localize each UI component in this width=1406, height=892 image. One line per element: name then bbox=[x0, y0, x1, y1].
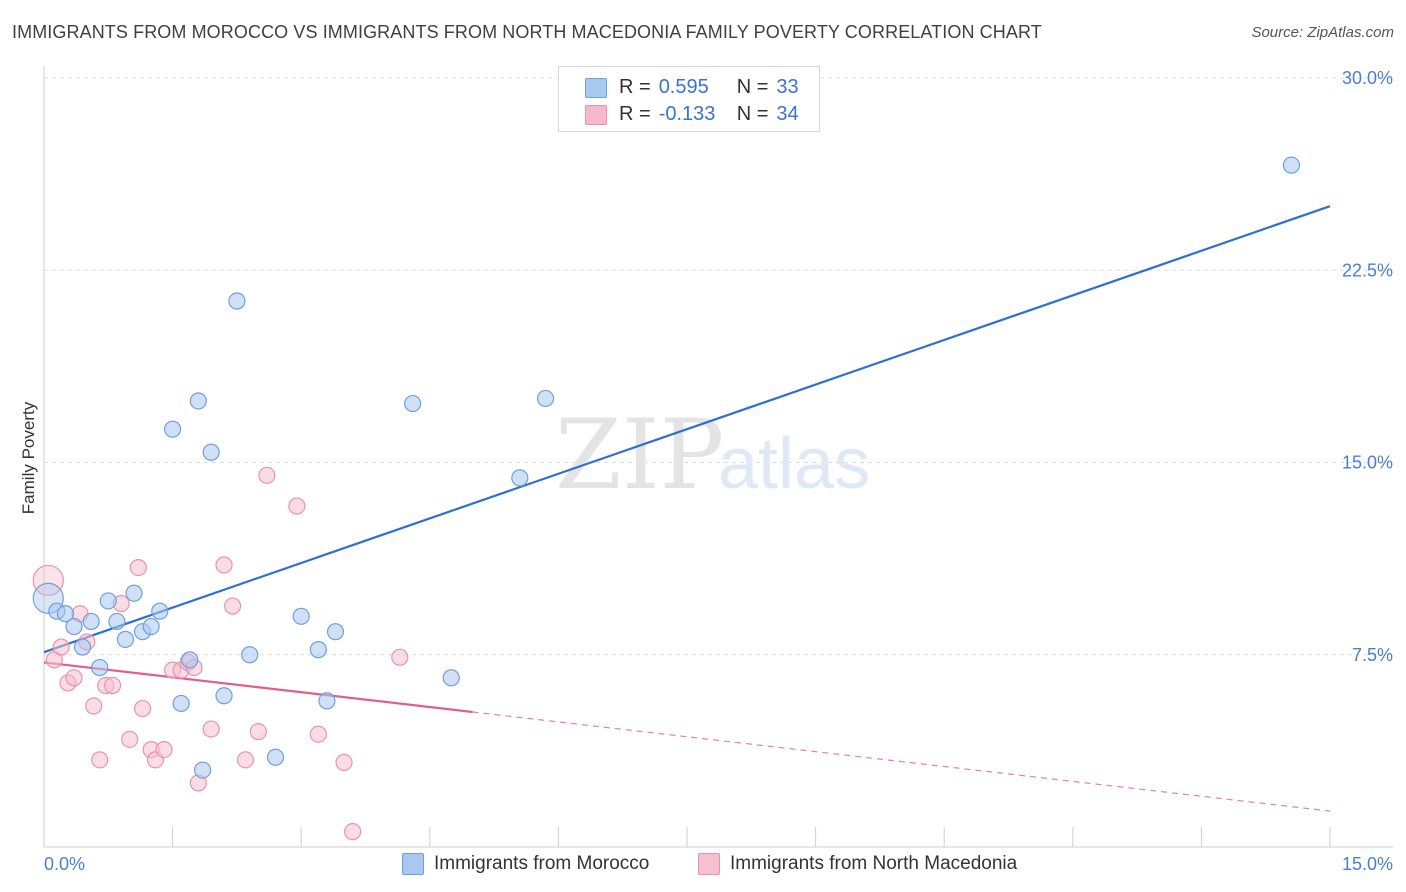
legend-r-label: R = bbox=[619, 75, 651, 98]
morocco-point bbox=[82, 612, 100, 631]
data-points bbox=[32, 156, 1301, 841]
morocco-point bbox=[91, 658, 109, 677]
morocco-point bbox=[99, 592, 117, 610]
morocco-point bbox=[309, 641, 327, 659]
morocco-point bbox=[1282, 156, 1301, 174]
legend-n-label: N = bbox=[736, 75, 769, 98]
series-legend-macedonia: Immigrants from North Macedonia bbox=[698, 852, 1017, 876]
morocco-point bbox=[108, 612, 126, 631]
morocco-point bbox=[241, 646, 259, 664]
macedonia-point bbox=[103, 676, 122, 695]
morocco-point bbox=[326, 623, 345, 641]
legend-row-macedonia: R = -0.133 N = 34 bbox=[585, 101, 799, 127]
macedonia-point bbox=[236, 751, 255, 769]
legend-n-value: 34 bbox=[776, 102, 799, 125]
morocco-point bbox=[142, 617, 160, 636]
legend-row-morocco: R = 0.595 N = 33 bbox=[585, 74, 799, 100]
legend-swatch-morocco bbox=[585, 78, 607, 98]
morocco-point bbox=[442, 669, 460, 687]
morocco-point bbox=[164, 420, 182, 438]
macedonia-point bbox=[391, 648, 409, 666]
morocco-point bbox=[125, 584, 143, 602]
macedonia-point bbox=[288, 497, 306, 515]
macedonia-point bbox=[52, 638, 70, 656]
y-tick-label: 7.5% bbox=[1352, 645, 1393, 665]
chart-title: IMMIGRANTS FROM MOROCCO VS IMMIGRANTS FR… bbox=[12, 22, 1042, 42]
macedonia-point bbox=[91, 751, 109, 769]
x-tick-max: 15.0% bbox=[1342, 854, 1393, 874]
morocco-point bbox=[202, 443, 220, 461]
morocco-point bbox=[215, 687, 233, 705]
macedonia-point bbox=[65, 669, 83, 687]
legend-r-label: R = bbox=[619, 102, 651, 125]
macedonia-point bbox=[85, 697, 103, 715]
series-label-macedonia: Immigrants from North Macedonia bbox=[730, 853, 1018, 874]
macedonia-point bbox=[121, 730, 139, 748]
series-label-morocco: Immigrants from Morocco bbox=[434, 853, 650, 874]
x-tick-min: 0.0% bbox=[44, 854, 85, 874]
watermark-zip: ZIP bbox=[555, 399, 724, 511]
morocco-point bbox=[228, 292, 246, 310]
series-legend-morocco: Immigrants from Morocco bbox=[402, 852, 649, 876]
macedonia-point bbox=[335, 753, 353, 772]
y-axis-label: Family Poverty bbox=[19, 401, 38, 514]
correlation-legend: R = 0.595 N = 33 R = -0.133 N = 34 bbox=[558, 66, 820, 132]
series-swatch-morocco bbox=[402, 853, 424, 875]
grid-lines bbox=[44, 77, 1393, 656]
trend-lines bbox=[43, 205, 1331, 812]
axes bbox=[43, 66, 1393, 848]
morocco-point bbox=[292, 607, 310, 625]
morocco-point bbox=[172, 694, 190, 713]
y-tick-label: 30.0% bbox=[1342, 68, 1393, 88]
macedonia-point bbox=[224, 597, 242, 615]
morocco-point bbox=[536, 389, 555, 408]
macedonia-point bbox=[309, 725, 327, 743]
morocco-point bbox=[194, 761, 212, 779]
morocco-point bbox=[404, 394, 422, 413]
legend-n-label: N = bbox=[736, 102, 769, 125]
morocco-point bbox=[73, 638, 92, 656]
trend-line-dashed-1 bbox=[472, 711, 1331, 812]
morocco-point bbox=[266, 748, 285, 766]
morocco-point bbox=[318, 692, 336, 710]
morocco-point bbox=[56, 605, 75, 623]
y-tick-labels: 7.5% 15.0% 22.5% 30.0% bbox=[1342, 68, 1393, 665]
legend-n-value: 33 bbox=[776, 75, 799, 98]
macedonia-point bbox=[129, 558, 147, 577]
watermark-atlas: atlas bbox=[718, 424, 870, 504]
macedonia-point bbox=[215, 556, 233, 574]
macedonia-point bbox=[155, 740, 173, 759]
legend-swatch-macedonia bbox=[585, 105, 607, 125]
macedonia-point bbox=[258, 466, 276, 484]
morocco-point bbox=[116, 630, 135, 648]
y-tick-label: 22.5% bbox=[1342, 260, 1393, 280]
morocco-point bbox=[189, 392, 207, 410]
morocco-point bbox=[151, 602, 169, 620]
morocco-point bbox=[511, 469, 529, 487]
trend-line-0 bbox=[43, 205, 1331, 654]
source-credit: Source: ZipAtlas.com bbox=[1251, 24, 1394, 41]
macedonia-point bbox=[202, 720, 220, 738]
macedonia-point bbox=[344, 823, 362, 841]
legend-r-value: -0.133 bbox=[658, 102, 716, 125]
morocco-point bbox=[181, 651, 199, 669]
macedonia-point bbox=[249, 723, 267, 741]
macedonia-point bbox=[32, 564, 64, 597]
series-swatch-macedonia bbox=[698, 853, 720, 875]
morocco-point bbox=[65, 617, 83, 636]
macedonia-point bbox=[133, 699, 152, 718]
y-tick-label: 15.0% bbox=[1342, 453, 1393, 473]
trend-line-solid-1 bbox=[43, 661, 473, 714]
legend-r-value: 0.595 bbox=[658, 75, 709, 98]
